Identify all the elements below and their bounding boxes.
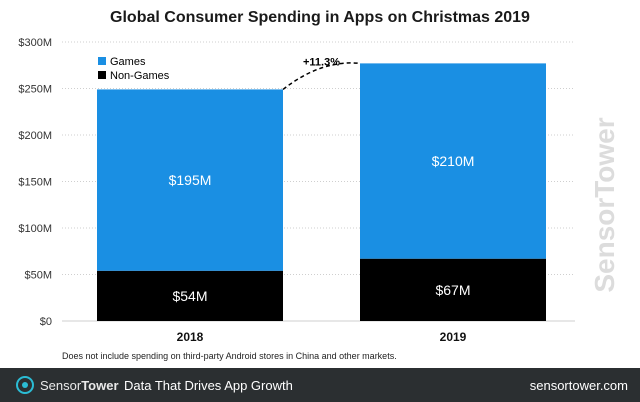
legend-label: Games — [110, 56, 146, 68]
growth-connector — [282, 62, 361, 91]
y-tick-label: $150M — [18, 177, 52, 189]
stacked-bar-chart: $0 $50M $100M $150M $200M $250M $300M $54M $195M… — [18, 37, 575, 344]
watermark-text: SensorTower — [589, 117, 620, 292]
y-tick-label: $100M — [18, 223, 52, 235]
chart-title: Global Consumer Spending in Apps on Chri… — [110, 9, 530, 26]
footnote: Does not include spending on third-party… — [62, 351, 397, 361]
watermark-logo: SensorTower — [589, 117, 620, 292]
brand-bold: Tower — [81, 378, 119, 393]
legend-swatch — [98, 57, 106, 65]
x-tick-label: 2019 — [440, 330, 467, 344]
footer-tagline: Data That Drives App Growth — [124, 378, 293, 393]
sensortower-logo-icon — [16, 376, 34, 394]
footer-bar: SensorTower Data That Drives App Growth … — [0, 368, 640, 402]
footer-brand: SensorTower — [40, 378, 119, 393]
legend-label: Non-Games — [110, 70, 170, 82]
y-tick-label: $300M — [18, 37, 52, 49]
brand-light: Sensor — [40, 378, 82, 393]
bar-non-games-2019 — [360, 258, 546, 321]
y-tick-label: $50M — [24, 270, 52, 282]
x-tick-label: 2018 — [177, 330, 204, 344]
y-tick-label: $250M — [18, 84, 52, 96]
legend-swatch — [98, 71, 106, 79]
bar-games-2018 — [97, 89, 283, 271]
y-tick-label: $0 — [40, 316, 52, 328]
bar-non-games-2018 — [97, 270, 283, 321]
y-tick-label: $200M — [18, 130, 52, 142]
data-label: $210M — [432, 153, 475, 169]
growth-annotation: +11.3% — [303, 56, 340, 68]
data-label: $195M — [169, 172, 212, 188]
data-label: $67M — [435, 282, 470, 298]
bar-games-2019 — [360, 63, 546, 259]
footer-site-link[interactable]: sensortower.com — [529, 378, 628, 393]
data-label: $54M — [172, 288, 207, 304]
